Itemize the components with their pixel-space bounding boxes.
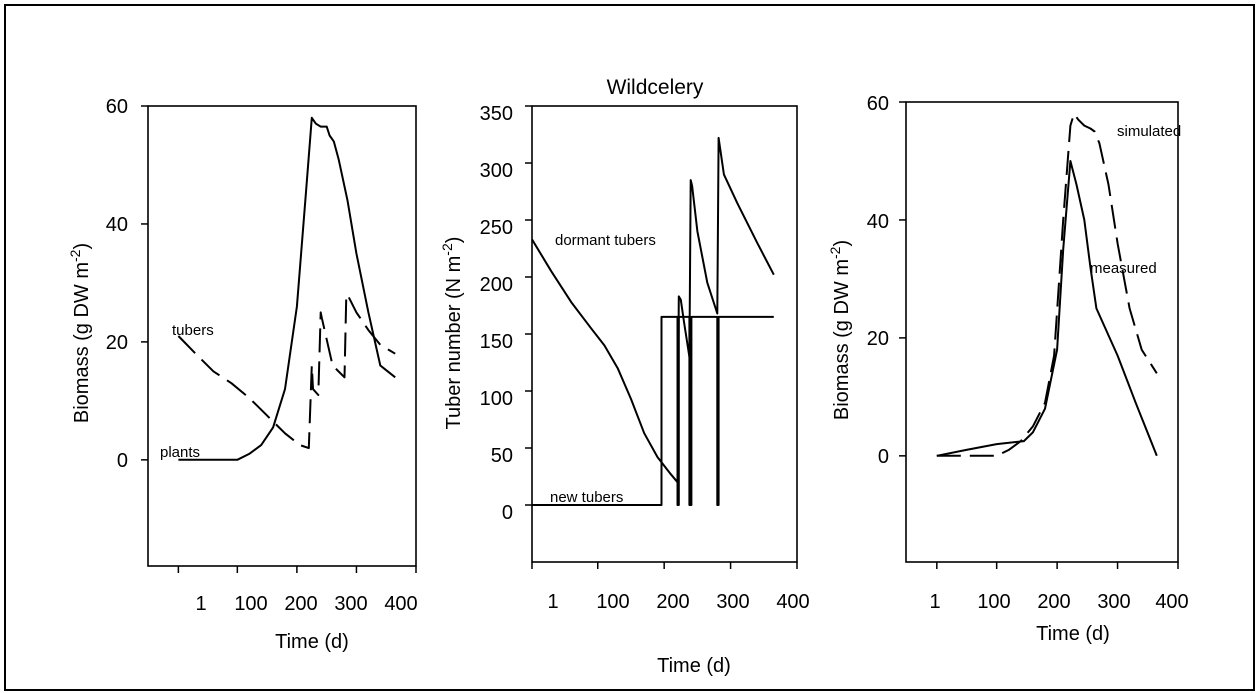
y-axis-label-superscript: -2 bbox=[67, 249, 83, 262]
series-layer bbox=[531, 136, 775, 506]
y-tick-label: 100 bbox=[480, 388, 513, 410]
y-tick-label: 60 bbox=[867, 93, 889, 115]
annotation-measured: measured bbox=[1090, 260, 1157, 277]
y-axis-label-end: ) bbox=[71, 243, 93, 250]
annotation-plants: plants bbox=[160, 444, 200, 461]
y-axis-label: Biomass (g DW m-2) bbox=[67, 243, 93, 423]
series-line-dormant-tubers bbox=[531, 136, 775, 484]
y-tick-label: 40 bbox=[867, 211, 889, 233]
annotation-dormant-tubers: dormant tubers bbox=[555, 232, 656, 249]
x-tick-label: 400 bbox=[384, 593, 417, 615]
y-tick-label: 40 bbox=[106, 214, 128, 236]
panel-biomass-model: 1 100 200 300 400 0 20 40 60 Time (d) Bi… bbox=[67, 96, 418, 653]
panel-tuber-number: Wildcelery 1 100 200 300 400 0 50 100 15… bbox=[439, 76, 810, 677]
x-tick-label: 100 bbox=[977, 591, 1010, 613]
y-axis-label-main: Tuber number (N m bbox=[443, 256, 465, 430]
x-tick-label: 100 bbox=[234, 593, 267, 615]
series-line-measured bbox=[936, 160, 1158, 457]
y-axis-label-end: ) bbox=[831, 240, 853, 247]
x-axis-label: Time (d) bbox=[1036, 623, 1110, 645]
x-tick-label: 100 bbox=[596, 591, 629, 613]
x-tick-label: 400 bbox=[776, 591, 809, 613]
series-layer bbox=[177, 116, 396, 461]
y-axis-label: Biomass (g DW m-2) bbox=[827, 240, 853, 420]
x-tick-label: 200 bbox=[656, 591, 689, 613]
x-tick-label: 200 bbox=[284, 593, 317, 615]
x-tick-label: 300 bbox=[1097, 591, 1130, 613]
y-tick-label: 200 bbox=[480, 274, 513, 296]
x-tick-label: 300 bbox=[334, 593, 367, 615]
series-line-new-tubers bbox=[532, 315, 774, 506]
series-line-tubers bbox=[177, 293, 396, 450]
y-tick-label: 0 bbox=[117, 450, 128, 472]
figure-frame bbox=[4, 4, 1255, 691]
y-tick-label: 20 bbox=[106, 332, 128, 354]
y-axis-label: Tuber number (N m-2) bbox=[439, 237, 465, 430]
y-tick-label: 60 bbox=[106, 96, 128, 118]
x-axis-label: Time (d) bbox=[657, 655, 731, 677]
annotation-new-tubers: new tubers bbox=[550, 489, 623, 506]
y-axis-label-main: Biomass (g DW m bbox=[831, 259, 853, 420]
plot-area-frame bbox=[905, 101, 1179, 563]
series-layer bbox=[936, 112, 1158, 457]
x-tick-label: 400 bbox=[1155, 591, 1188, 613]
tick-marks bbox=[899, 101, 1179, 569]
x-axis-label: Time (d) bbox=[275, 631, 349, 653]
y-tick-label: 50 bbox=[491, 445, 513, 467]
plot-area-frame bbox=[147, 105, 417, 567]
x-tick-label: 1 bbox=[547, 591, 558, 613]
y-tick-label: 150 bbox=[480, 331, 513, 353]
annotation-tubers: tubers bbox=[172, 322, 214, 339]
tick-marks bbox=[525, 105, 798, 569]
y-tick-label: 0 bbox=[878, 446, 889, 468]
panel-biomass-measured-simulated: 1 100 200 300 400 0 20 40 60 Time (d) Bi… bbox=[827, 93, 1189, 645]
y-axis-label-main: Biomass (g DW m bbox=[71, 262, 93, 423]
series-line-plants bbox=[178, 116, 396, 461]
series-line-simulated bbox=[936, 112, 1158, 457]
y-tick-label: 350 bbox=[480, 103, 513, 125]
y-tick-label: 250 bbox=[480, 217, 513, 239]
y-axis-label-superscript: -2 bbox=[827, 246, 843, 259]
annotation-simulated: simulated bbox=[1117, 123, 1181, 140]
y-tick-label: 0 bbox=[502, 502, 513, 524]
y-axis-label-superscript: -2 bbox=[439, 243, 455, 256]
chart-title: Wildcelery bbox=[607, 76, 704, 99]
x-tick-label: 200 bbox=[1037, 591, 1070, 613]
y-tick-label: 300 bbox=[480, 160, 513, 182]
x-tick-label: 1 bbox=[929, 591, 940, 613]
y-axis-label-end: ) bbox=[443, 237, 465, 244]
x-tick-label: 300 bbox=[716, 591, 749, 613]
y-tick-label: 20 bbox=[867, 328, 889, 350]
tick-marks bbox=[141, 105, 417, 573]
x-tick-label: 1 bbox=[195, 593, 206, 615]
